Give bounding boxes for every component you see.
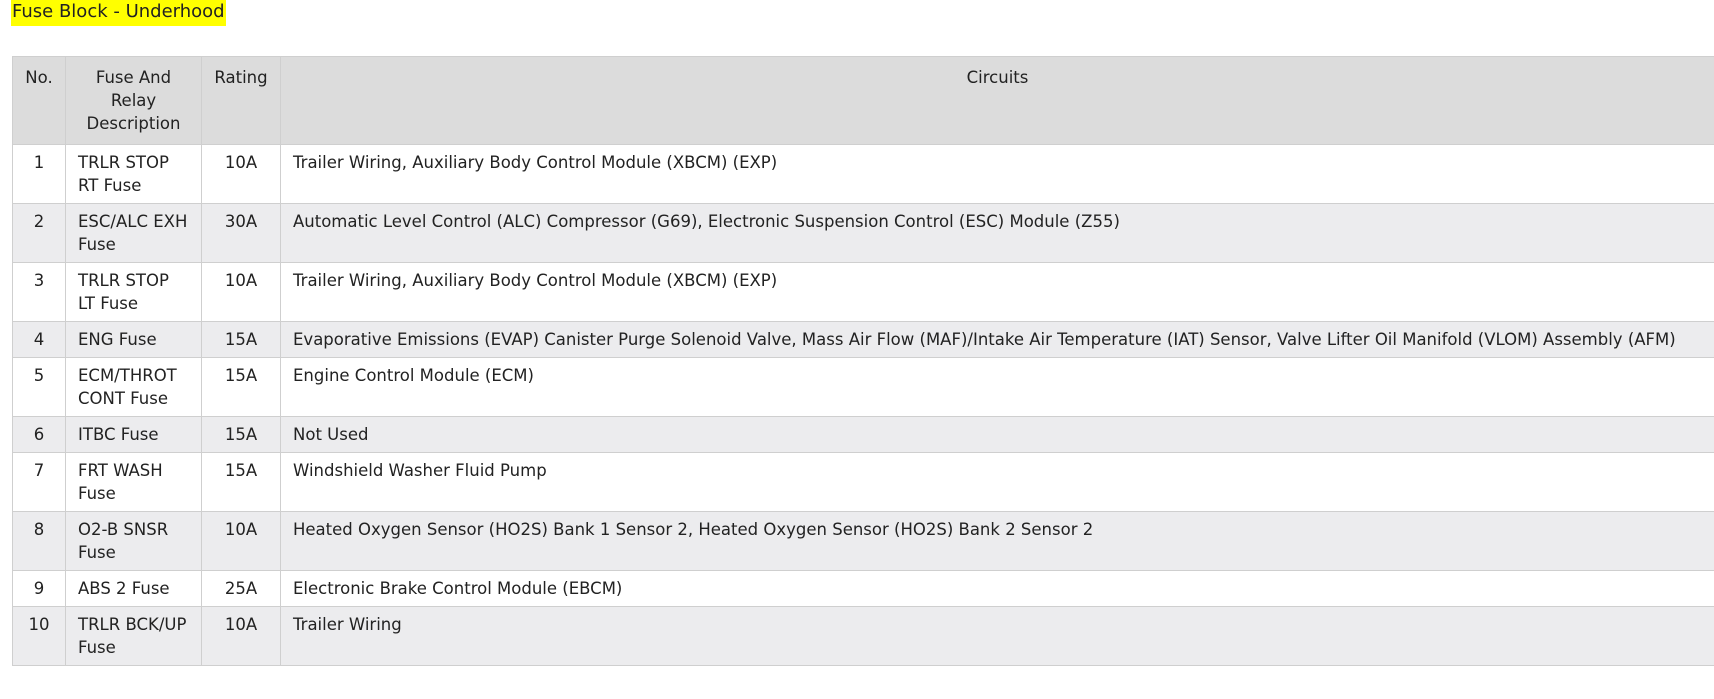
fuse-circuits: Engine Control Module (ECM) [280,357,1714,417]
fuse-number: 4 [12,321,66,358]
table-row: 1 TRLR STOP RT Fuse 10A Trailer Wiring, Aux… [12,144,1714,204]
fuse-number: 1 [12,144,66,204]
fuse-description: TRLR STOP LT Fuse [65,262,202,322]
fuse-description: FRT WASH Fuse [65,452,202,512]
fuse-description: ITBC Fuse [65,416,202,453]
fuse-circuits: Not Used [280,416,1714,453]
fuse-circuits: Trailer Wiring, Auxiliary Body Control M… [280,144,1714,204]
section-title: Fuse Block - Underhood [11,0,226,26]
fuse-rating: 10A [201,144,281,204]
fuse-number: 10 [12,606,66,666]
fuse-number: 3 [12,262,66,322]
table-header-row: No. Fuse And Relay Description Rating Ci… [12,56,1714,145]
table-row: 9 ABS 2 Fuse 25A Electronic Brake Control M… [12,570,1714,607]
fuse-circuits: Windshield Washer Fluid Pump [280,452,1714,512]
fuse-circuits: Electronic Brake Control Module (EBCM) [280,570,1714,607]
header-no: No. [12,56,66,145]
fuse-number: 6 [12,416,66,453]
fuse-rating: 10A [201,262,281,322]
table-row: 8 O2-B SNSR Fuse 10A Heated Oxygen Sensor (… [12,511,1714,571]
fuse-description: TRLR STOP RT Fuse [65,144,202,204]
fuse-rating: 15A [201,452,281,512]
header-circuits: Circuits [280,56,1714,145]
table-row: 4 ENG Fuse 15A Evaporative Emissions (EVAP)… [12,321,1714,358]
fuse-circuits: Heated Oxygen Sensor (HO2S) Bank 1 Senso… [280,511,1714,571]
fuse-number: 9 [12,570,66,607]
table-row: 3 TRLR STOP LT Fuse 10A Trailer Wiring, Aux… [12,262,1714,322]
fuse-number: 2 [12,203,66,263]
fuse-description: ENG Fuse [65,321,202,358]
fuse-description: ECM/THROT CONT Fuse [65,357,202,417]
fuse-number: 5 [12,357,66,417]
fuse-description: ABS 2 Fuse [65,570,202,607]
fuse-description: TRLR BCK/UP Fuse [65,606,202,666]
fuse-table: No. Fuse And Relay Description Rating Ci… [12,56,1714,666]
fuse-description: ESC/ALC EXH Fuse [65,203,202,263]
fuse-rating: 30A [201,203,281,263]
fuse-circuits: Trailer Wiring [280,606,1714,666]
fuse-rating: 10A [201,606,281,666]
table-row: 6 ITBC Fuse 15A Not Used [12,416,1714,453]
fuse-description: O2-B SNSR Fuse [65,511,202,571]
header-description: Fuse And Relay Description [65,56,202,145]
fuse-rating: 15A [201,357,281,417]
header-rating: Rating [201,56,281,145]
table-row: 7 FRT WASH Fuse 15A Windshield Washer Fluid… [12,452,1714,512]
table-row: 10 TRLR BCK/UP Fuse 10A Trailer Wiring [12,606,1714,666]
table-row: 5 ECM/THROT CONT Fuse 15A Engine Control Mo… [12,357,1714,417]
fuse-rating: 10A [201,511,281,571]
fuse-rating: 25A [201,570,281,607]
fuse-rating: 15A [201,416,281,453]
fuse-circuits: Trailer Wiring, Auxiliary Body Control M… [280,262,1714,322]
fuse-circuits: Evaporative Emissions (EVAP) Canister Pu… [280,321,1714,358]
fuse-circuits: Automatic Level Control (ALC) Compressor… [280,203,1714,263]
table-row: 2 ESC/ALC EXH Fuse 30A Automatic Level Cont… [12,203,1714,263]
fuse-number: 7 [12,452,66,512]
fuse-rating: 15A [201,321,281,358]
fuse-number: 8 [12,511,66,571]
